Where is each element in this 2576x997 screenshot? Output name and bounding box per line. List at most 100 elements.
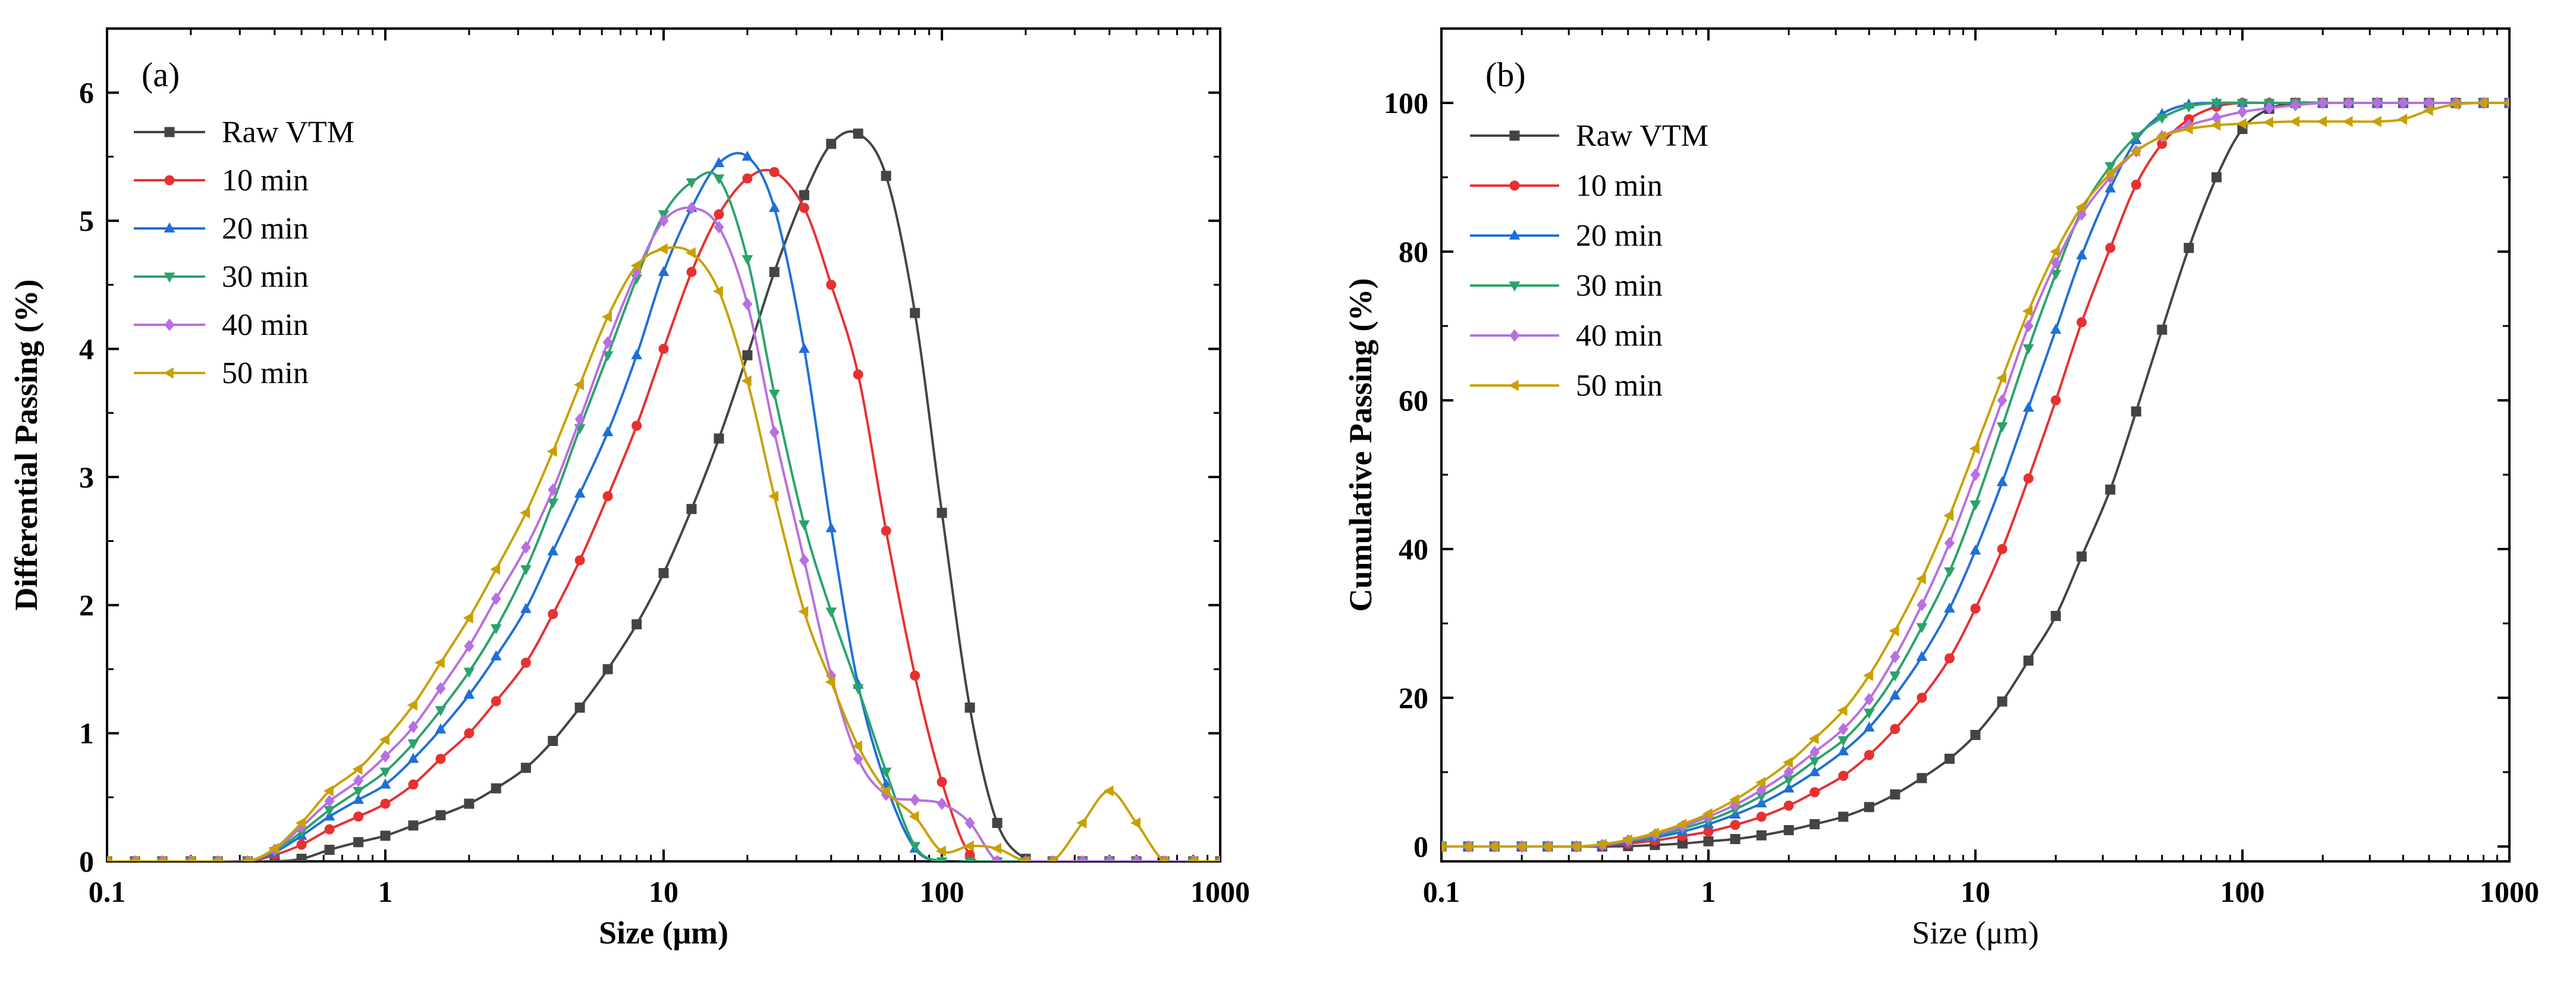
data-point bbox=[296, 839, 307, 850]
legend-label: 30 min bbox=[222, 260, 309, 294]
data-point bbox=[2022, 344, 2034, 355]
data-point bbox=[435, 682, 446, 695]
data-point bbox=[1889, 689, 1901, 700]
panel-label: (b) bbox=[1485, 55, 1526, 94]
data-point bbox=[769, 167, 780, 177]
data-point bbox=[2397, 114, 2408, 125]
data-point bbox=[1488, 841, 1499, 852]
data-point bbox=[296, 854, 307, 861]
data-point bbox=[825, 607, 837, 618]
data-point bbox=[2023, 656, 2034, 666]
data-point bbox=[1104, 855, 1115, 861]
data-point bbox=[380, 798, 391, 809]
series-line bbox=[107, 206, 1220, 861]
legend-entry: 20 min bbox=[1470, 219, 1663, 253]
x-tick-label: 1 bbox=[378, 875, 393, 908]
data-point bbox=[799, 554, 809, 567]
data-point bbox=[1648, 827, 1659, 839]
data-point bbox=[380, 830, 391, 841]
data-point bbox=[881, 525, 891, 536]
data-point bbox=[1103, 785, 1114, 797]
data-point bbox=[601, 311, 612, 322]
panel-a-differential-passing: 0.1 1 10 100 1000 0 1 2 3 4 5 6 Size (μm) Differentia… bbox=[8, 27, 1250, 951]
legend-marker bbox=[164, 127, 175, 137]
data-point bbox=[799, 520, 810, 531]
data-point bbox=[1863, 708, 1875, 719]
data-point bbox=[324, 845, 335, 855]
data-point bbox=[881, 171, 891, 181]
x-axis-title: Size (μm) bbox=[599, 915, 728, 951]
data-point bbox=[1996, 372, 2006, 384]
data-point bbox=[2289, 115, 2299, 127]
data-point bbox=[742, 151, 753, 161]
data-point bbox=[1729, 794, 1739, 805]
data-point bbox=[1462, 841, 1472, 852]
plot-frame bbox=[106, 27, 1221, 863]
data-point bbox=[324, 824, 335, 835]
data-point bbox=[1808, 733, 1819, 745]
data-point bbox=[490, 650, 502, 661]
y-tick-label: 1 bbox=[79, 717, 94, 750]
data-point bbox=[1703, 836, 1714, 846]
data-point bbox=[324, 795, 335, 808]
data-point bbox=[464, 639, 475, 653]
legend-entry: 30 min bbox=[134, 260, 309, 294]
data-point bbox=[2156, 114, 2168, 124]
data-point bbox=[768, 202, 780, 212]
data-point bbox=[910, 793, 921, 807]
data-point bbox=[2050, 269, 2062, 280]
data-point bbox=[353, 786, 364, 797]
data-point bbox=[2236, 99, 2248, 109]
data-point bbox=[107, 855, 111, 861]
legend-label: 30 min bbox=[1576, 269, 1663, 303]
data-point bbox=[602, 664, 613, 675]
data-point bbox=[768, 490, 779, 502]
data-point bbox=[1783, 782, 1795, 793]
data-point bbox=[991, 843, 1001, 854]
data-point bbox=[1596, 838, 1607, 850]
data-point bbox=[1890, 650, 1900, 663]
legend-entry: 40 min bbox=[1470, 319, 1663, 353]
data-point bbox=[965, 703, 975, 713]
y-tick-label: 80 bbox=[1399, 235, 1428, 268]
data-point bbox=[1916, 651, 1928, 661]
data-point bbox=[547, 545, 559, 556]
data-point bbox=[798, 606, 809, 617]
data-point bbox=[2050, 611, 2061, 621]
data-point bbox=[464, 798, 475, 809]
data-point bbox=[353, 811, 364, 822]
data-point bbox=[548, 609, 558, 619]
data-point bbox=[2343, 96, 2354, 109]
data-point bbox=[853, 753, 863, 766]
data-point bbox=[1969, 443, 1980, 454]
data-point bbox=[602, 426, 614, 437]
data-point bbox=[769, 267, 780, 277]
data-point bbox=[574, 487, 586, 498]
legend-entry: 20 min bbox=[134, 212, 309, 246]
data-point bbox=[1783, 766, 1794, 779]
data-point bbox=[1863, 721, 1875, 732]
data-point bbox=[632, 619, 642, 630]
x-tick-label: 100 bbox=[2220, 875, 2265, 908]
data-point bbox=[1837, 704, 1848, 716]
data-point bbox=[936, 857, 948, 861]
data-point bbox=[937, 776, 947, 787]
data-point bbox=[184, 855, 195, 861]
data-point bbox=[602, 491, 613, 501]
data-point bbox=[799, 203, 809, 214]
data-point bbox=[937, 797, 947, 810]
x-tick-label: 0.1 bbox=[1423, 875, 1460, 908]
data-point bbox=[1944, 754, 1955, 764]
data-point bbox=[352, 763, 363, 775]
data-point bbox=[353, 837, 364, 848]
data-point bbox=[2236, 118, 2247, 130]
data-point bbox=[435, 810, 446, 820]
data-point bbox=[686, 267, 697, 277]
y-tick-label: 0 bbox=[1413, 830, 1428, 863]
data-point bbox=[768, 390, 780, 400]
data-point bbox=[852, 740, 862, 752]
data-point bbox=[2184, 243, 2194, 253]
y-axis-title: Differential Passing (%) bbox=[8, 280, 44, 611]
data-point bbox=[2211, 99, 2222, 109]
data-point bbox=[2423, 105, 2433, 116]
